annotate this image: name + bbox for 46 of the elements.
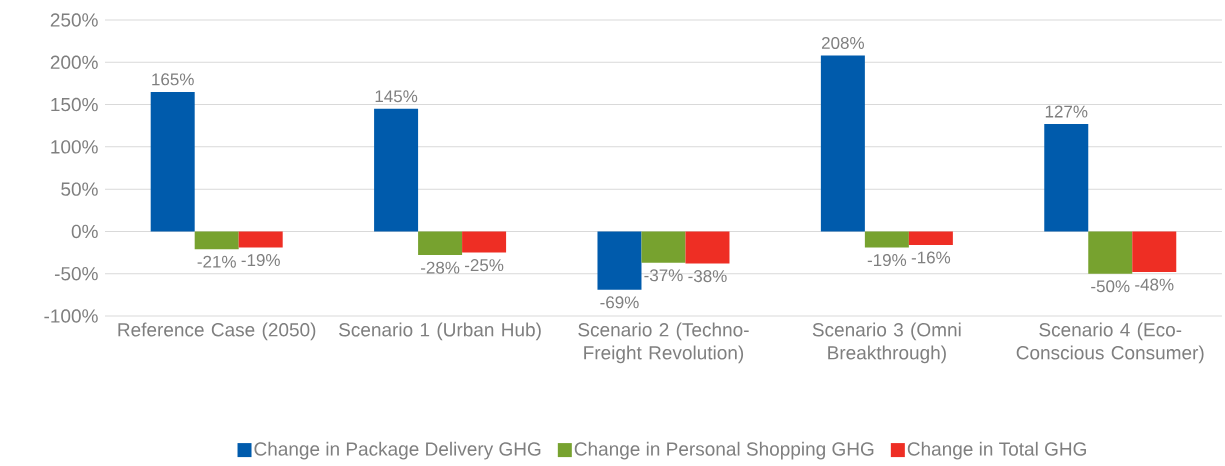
y-tick-label: -50% <box>54 266 98 281</box>
data-label: 127% <box>1045 105 1088 118</box>
data-label: -38% <box>688 270 727 283</box>
y-tick-label: 100% <box>51 140 98 154</box>
bar <box>194 231 239 250</box>
data-label: 165% <box>152 73 194 86</box>
x-tick-label: Scenario 4 (Eco-Conscious Consumer) <box>1016 322 1204 364</box>
bar <box>1088 231 1133 274</box>
bar <box>1044 124 1089 232</box>
data-label: -25% <box>465 259 504 272</box>
bar <box>641 231 686 263</box>
bar <box>462 231 507 253</box>
y-tick-label: -100% <box>44 309 98 323</box>
bar <box>374 108 419 232</box>
data-label: -28% <box>421 261 460 274</box>
x-tick-label: Reference Case (2050) <box>118 322 316 341</box>
data-label: -50% <box>1091 280 1130 293</box>
bar <box>685 231 730 264</box>
y-tick-label: 0% <box>71 224 98 239</box>
bar <box>150 91 195 232</box>
bar <box>418 231 463 256</box>
y-tick-label: 250% <box>50 13 98 27</box>
y-tick-label: 150% <box>51 97 98 112</box>
data-label: 208% <box>821 36 864 49</box>
bar <box>1132 231 1177 273</box>
y-tick-label: 200% <box>50 55 98 70</box>
x-tick-label: Scenario 3 (Omni Breakthrough) <box>812 322 961 364</box>
y-tick-label: 50% <box>61 182 98 196</box>
data-label: -48% <box>1135 278 1174 291</box>
data-label: -69% <box>600 296 639 309</box>
bar <box>864 231 909 248</box>
bar <box>908 231 953 245</box>
data-label: -16% <box>911 251 951 264</box>
data-label: 145% <box>375 90 418 103</box>
x-tick-label: Scenario 1 (Urban Hub) <box>339 322 541 341</box>
legend-label: Change in Package Delivery GHG <box>254 441 541 460</box>
data-label: -21% <box>197 255 236 268</box>
bar <box>238 231 283 248</box>
bar <box>597 231 642 290</box>
x-tick-label: Scenario 2 (Techno-Freight Revolution) <box>578 322 749 364</box>
legend-label: Change in Personal Shopping GHG <box>574 441 874 460</box>
data-label: -19% <box>867 254 907 267</box>
data-label: -37% <box>644 269 683 282</box>
bar <box>820 55 865 232</box>
data-label: -19% <box>241 254 280 267</box>
legend-label: Change in Total GHG <box>907 441 1086 460</box>
